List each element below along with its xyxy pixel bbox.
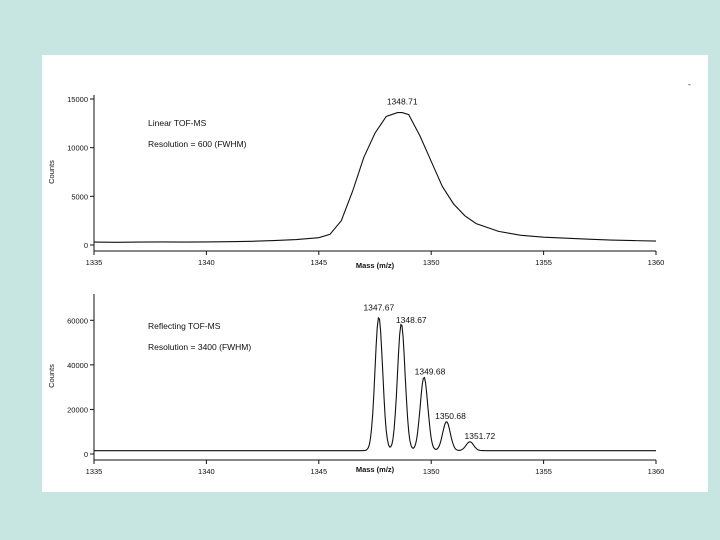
x-tick-label: 1360	[648, 467, 665, 476]
y-tick-label: 20000	[67, 405, 88, 414]
reflecting-tof-chart: 1335 1340 1345 1350 1355 1360 0 20000 40000 60000…	[47, 294, 664, 476]
y-tick-label: 10000	[67, 144, 88, 153]
y-axis-title: Counts	[47, 160, 56, 184]
spectrum-trace	[94, 316, 656, 452]
x-tick-label: 1355	[535, 467, 552, 476]
x-tick-label: 1355	[535, 258, 552, 267]
x-tick-label: 1345	[310, 258, 327, 267]
peak-label: 1351.72	[464, 431, 495, 441]
x-tick-label: 1345	[310, 467, 327, 476]
y-tick-label: 15000	[67, 95, 88, 104]
peak-label: 1348.67	[396, 315, 427, 325]
mass-spectra-figure: - 1335 1340 1345 1350 1355 1360 0 5000 10000 1500…	[47, 79, 691, 476]
x-tick-label: 1360	[648, 258, 665, 267]
x-tick-label: 1350	[423, 467, 440, 476]
figure-paper: - 1335 1340 1345 1350 1355 1360 0 5000 10000 1500…	[42, 55, 708, 492]
y-tick-label: 0	[84, 450, 88, 459]
peak-label: 1349.68	[415, 366, 446, 376]
linear-tof-chart: 1335 1340 1345 1350 1355 1360 0 5000 10000 15000 M…	[47, 95, 664, 270]
peak-label: 1347.67	[363, 302, 394, 312]
x-tick-label: 1335	[86, 258, 103, 267]
x-tick-label: 1335	[86, 467, 103, 476]
y-tick-label: 0	[84, 241, 88, 250]
y-tick-label: 40000	[67, 361, 88, 370]
peak-label: 1348.71	[387, 97, 418, 107]
spectrum-trace	[93, 112, 657, 243]
y-tick-label: 5000	[71, 192, 88, 201]
y-tick-label: 60000	[67, 316, 88, 325]
peak-label: 1350.68	[435, 411, 466, 421]
y-axis-title: Counts	[47, 364, 56, 388]
x-axis-title: Mass (m/z)	[356, 465, 395, 474]
x-axis-title: Mass (m/z)	[356, 261, 395, 270]
x-tick-label: 1350	[423, 258, 440, 267]
x-tick-label: 1340	[198, 467, 215, 476]
annotation: Linear TOF-MS	[148, 118, 207, 128]
annotation: Resolution = 600 (FWHM)	[148, 139, 247, 149]
annotation: Resolution = 3400 (FWHM)	[148, 342, 251, 352]
x-tick-label: 1340	[198, 258, 215, 267]
corner-mark: -	[688, 79, 691, 89]
annotation: Reflecting TOF-MS	[148, 321, 221, 331]
